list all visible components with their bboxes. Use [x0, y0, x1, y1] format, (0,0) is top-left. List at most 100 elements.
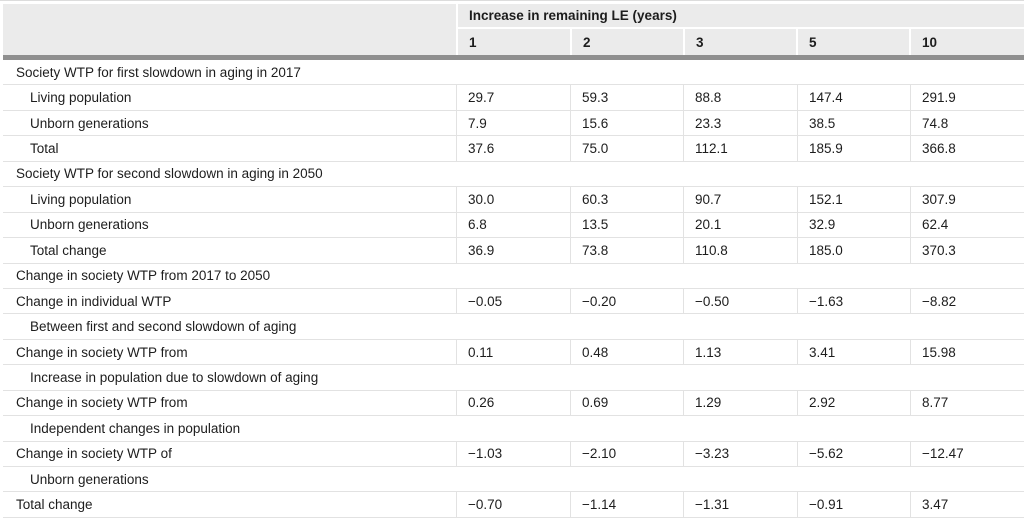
header-col-3: 3 [683, 29, 796, 55]
row-value: 6.8 [456, 212, 570, 238]
header-col-10: 10 [909, 29, 1024, 55]
table-row: Total change −0.70 −1.14 −1.31 −0.91 3.47 [3, 492, 1024, 518]
row-value: 2.92 [797, 390, 910, 416]
table-row-fullwidth: Independent changes in population [3, 416, 1024, 442]
row-value: 30.0 [456, 187, 570, 212]
table-row-fullwidth: Society WTP for first slowdown in aging … [3, 60, 1024, 86]
wtp-results-table: Increase in remaining LE (years) 1 2 3 5 10 … [3, 4, 1024, 518]
row-value: −0.05 [456, 288, 570, 314]
header-group-label: Increase in remaining LE (years) [458, 4, 1024, 29]
row-value: 8.77 [910, 390, 1024, 416]
table-row: Living population 30.0 60.3 90.7 152.1 307.9 [3, 187, 1024, 213]
row-label: Total change [30, 242, 107, 258]
row-value: 3.47 [910, 492, 1024, 517]
row-label: Change in society WTP from [16, 395, 188, 411]
row-label: Unborn generations [30, 217, 149, 233]
row-value: 13.5 [570, 212, 683, 238]
table-row-fullwidth: Between first and second slowdown of agi… [3, 314, 1024, 340]
row-label: Change in society WTP from [16, 344, 188, 360]
header-col-5: 5 [796, 29, 909, 55]
row-value: 152.1 [797, 187, 910, 212]
row-label: Unborn generations [30, 471, 149, 487]
row-value: −0.20 [570, 288, 683, 314]
header-columns: 1 2 3 5 10 [458, 29, 1024, 55]
row-value: 29.7 [456, 85, 570, 110]
row-value: 366.8 [910, 136, 1024, 161]
table-row: Unborn generations 6.8 13.5 20.1 32.9 62.4 [3, 212, 1024, 239]
row-value: −1.14 [570, 492, 683, 517]
row-value: −3.23 [683, 441, 797, 466]
row-value: 3.41 [797, 339, 910, 365]
row-label: Total [30, 141, 59, 157]
row-value: 15.98 [910, 339, 1024, 365]
row-value: 307.9 [910, 187, 1024, 212]
table-row-fullwidth: Society WTP for second slowdown in aging… [3, 162, 1024, 188]
row-label: Increase in population due to slowdown o… [30, 369, 319, 385]
row-label: Change in society WTP of [16, 446, 172, 462]
table-row: Living population 29.7 59.3 88.8 147.4 291.9 [3, 85, 1024, 111]
table-row: Unborn generations 7.9 15.6 23.3 38.5 74.8 [3, 110, 1024, 137]
table-row: Change in society WTP from 0.26 0.69 1.29 2.… [3, 390, 1024, 417]
row-value: −8.82 [910, 288, 1024, 314]
row-value: 37.6 [456, 136, 570, 161]
row-label: Independent changes in population [30, 420, 241, 436]
row-value: 110.8 [683, 238, 797, 263]
row-value: −1.03 [456, 441, 570, 466]
row-value: 20.1 [683, 212, 797, 238]
table-body: Society WTP for first slowdown in aging … [3, 60, 1024, 518]
row-value: 7.9 [456, 110, 570, 136]
row-value: 0.48 [570, 339, 683, 365]
header-divider [3, 55, 1024, 60]
row-label: Living population [30, 191, 132, 207]
row-value: 73.8 [570, 238, 683, 263]
row-value: 36.9 [456, 238, 570, 263]
row-value: 38.5 [797, 110, 910, 136]
table-row-fullwidth: Increase in population due to slowdown o… [3, 365, 1024, 391]
header-col-2: 2 [570, 29, 683, 55]
row-value: 60.3 [570, 187, 683, 212]
table-row: Change in individual WTP −0.05 −0.20 −0.50−… [3, 288, 1024, 315]
table-row-fullwidth: Change in society WTP from 2017 to 2050 [3, 264, 1024, 289]
row-label: Change in individual WTP [16, 293, 172, 309]
page-top-border [0, 0, 1024, 1]
table-row-fullwidth: Unborn generations [3, 467, 1024, 493]
row-label: Society WTP for first slowdown in aging … [16, 64, 301, 80]
row-value: −0.70 [456, 492, 570, 517]
header-empty-cell [3, 4, 456, 55]
row-value: 74.8 [910, 110, 1024, 136]
row-value: −0.50 [683, 288, 797, 314]
row-value: 291.9 [910, 85, 1024, 110]
row-label: Change in society WTP from 2017 to 2050 [16, 268, 271, 284]
row-value: 90.7 [683, 187, 797, 212]
row-value: 32.9 [797, 212, 910, 238]
row-value: −1.63 [797, 288, 910, 314]
row-value: 1.13 [683, 339, 797, 365]
row-value: −2.10 [570, 441, 683, 466]
row-value: 370.3 [910, 238, 1024, 263]
row-value: −5.62 [797, 441, 910, 466]
row-value: −12.47 [910, 441, 1024, 466]
row-value: 88.8 [683, 85, 797, 110]
row-value: 23.3 [683, 110, 797, 136]
row-label: Total change [16, 497, 93, 513]
table-row: Total 37.6 75.0 112.1 185.9 366.8 [3, 136, 1024, 162]
row-value: 112.1 [683, 136, 797, 161]
row-value: 0.69 [570, 390, 683, 416]
row-label: Between first and second slowdown of agi… [30, 319, 297, 335]
header-col-1: 1 [458, 29, 570, 55]
row-label: Unborn generations [30, 115, 149, 131]
table-row: Change in society WTP from 0.11 0.48 1.13 3.… [3, 339, 1024, 366]
table-row: Total change 36.9 73.8 110.8 185.0 370.3 [3, 238, 1024, 264]
row-label: Living population [30, 90, 132, 106]
row-value: 185.9 [797, 136, 910, 161]
table-row: Change in society WTP of −1.03 −2.10 −3.23−… [3, 441, 1024, 467]
table-header: Increase in remaining LE (years) 1 2 3 5 10 [3, 4, 1024, 55]
header-right-group: Increase in remaining LE (years) 1 2 3 5 10 [456, 4, 1024, 55]
row-value: 59.3 [570, 85, 683, 110]
row-value: 62.4 [910, 212, 1024, 238]
row-value: 0.11 [456, 339, 570, 365]
row-value: −1.31 [683, 492, 797, 517]
row-value: 75.0 [570, 136, 683, 161]
row-value: −0.91 [797, 492, 910, 517]
row-value: 15.6 [570, 110, 683, 136]
